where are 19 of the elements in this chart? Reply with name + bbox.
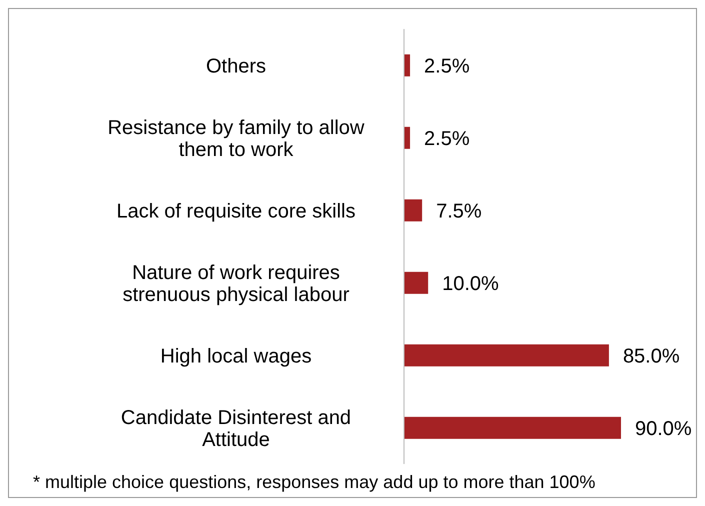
bar [404,272,428,294]
data-label: 2.5% [424,55,470,78]
text: * multiple choice questions, responses may add up to more than 100% [33,472,596,493]
bar [404,199,422,222]
data-label: 7.5% [436,200,482,222]
data-label: 2.5% [424,128,470,150]
data-label: 10.0% [442,272,500,295]
data-label: 90.0% [635,418,692,440]
data-label: 85.0% [622,345,680,368]
y-tick-label: Lack of requisite core skills [116,200,356,222]
y-tick-label: High local wages [160,345,312,368]
bar [404,344,609,366]
y-tick-label: Resistance by family to allow them to work [108,116,365,161]
y-tick-label: Candidate Disinterest and Attitude [120,406,352,451]
y-tick-label: Nature of work requires strenuous physical labour [122,262,350,306]
bar [404,126,410,149]
bar [404,54,410,76]
y-tick-label: Others [206,55,266,78]
bar [404,416,621,439]
